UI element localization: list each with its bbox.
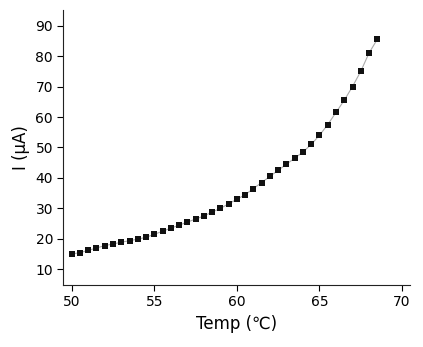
Point <box>275 168 282 173</box>
Point <box>225 201 232 206</box>
Point <box>118 239 125 245</box>
Point <box>341 98 348 103</box>
Point <box>374 36 381 42</box>
Point <box>151 231 158 237</box>
Point <box>349 84 356 89</box>
Point <box>143 235 149 240</box>
Point <box>184 219 191 225</box>
Point <box>102 243 108 248</box>
Point <box>77 250 83 255</box>
Point <box>365 50 372 56</box>
Point <box>209 209 215 215</box>
Point <box>192 216 199 222</box>
Point <box>233 196 240 202</box>
Point <box>176 222 182 228</box>
Point <box>110 241 116 247</box>
Point <box>299 149 306 155</box>
Point <box>250 186 257 192</box>
Point <box>201 213 207 219</box>
Point <box>258 180 265 185</box>
Point <box>159 228 166 234</box>
Point <box>168 226 174 231</box>
Point <box>85 248 92 253</box>
Point <box>135 236 141 242</box>
Point <box>266 174 273 179</box>
Point <box>217 206 224 211</box>
Y-axis label: I (μA): I (μA) <box>12 125 30 170</box>
Point <box>69 251 75 257</box>
Point <box>93 245 100 251</box>
X-axis label: Temp (℃): Temp (℃) <box>196 314 277 332</box>
Point <box>283 161 290 167</box>
Point <box>291 155 298 161</box>
Point <box>242 192 249 197</box>
Point <box>324 122 331 127</box>
Point <box>308 142 315 147</box>
Point <box>357 69 364 74</box>
Point <box>316 133 323 138</box>
Point <box>332 110 339 115</box>
Point <box>126 238 133 244</box>
